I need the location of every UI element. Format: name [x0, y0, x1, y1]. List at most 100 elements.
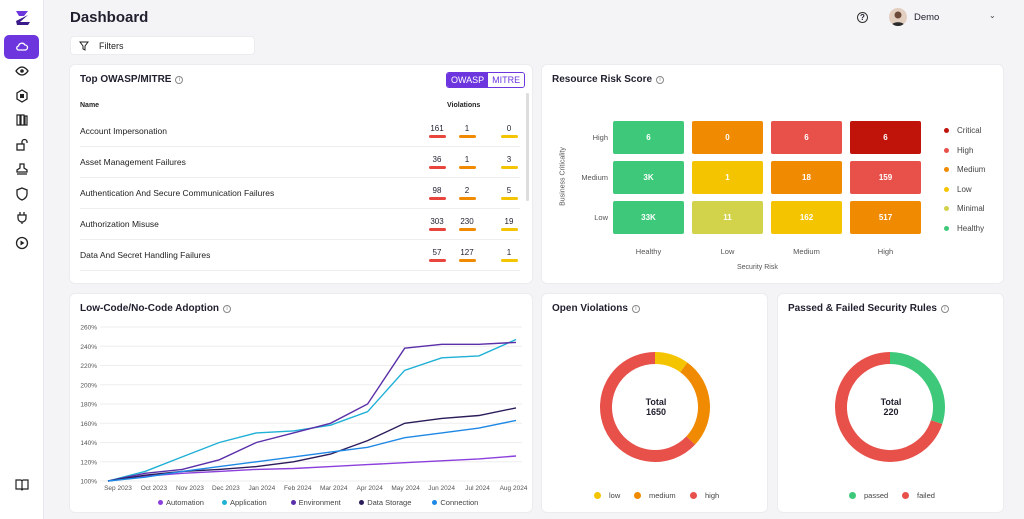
y-tick-label: 160%	[80, 421, 97, 428]
violation-name: Account Impersonation	[80, 126, 167, 136]
severity-bar	[500, 259, 518, 262]
col-violations-header: Violations	[447, 102, 481, 109]
adoption-chart: 100% 120% 140% 160% 180% 200% 220% 240% 260% Sep …	[80, 325, 527, 493]
heatmap-cell[interactable]: 6	[850, 121, 921, 154]
heatmap-cell[interactable]: 11	[692, 201, 763, 234]
sidebar-item-visibility[interactable]	[4, 59, 39, 83]
scrollbar[interactable]	[526, 93, 529, 201]
tab-mitre[interactable]: MITRE	[488, 73, 525, 87]
heatmap-cell[interactable]: 0	[692, 121, 763, 154]
table-row[interactable]: Asset Management Failures 36 1 3	[80, 147, 520, 178]
legend-dot	[290, 500, 296, 505]
tab-owasp[interactable]: OWASP	[447, 73, 489, 87]
ai-icon	[15, 89, 28, 103]
info-icon[interactable]: i	[223, 305, 232, 313]
heatmap-cell[interactable]: 3K	[613, 161, 684, 194]
heatmap-cell[interactable]: 18	[771, 161, 842, 194]
violations-card: Open Violations i Total 1650 low medium high	[541, 293, 768, 513]
info-icon[interactable]: i	[631, 305, 640, 313]
table-row[interactable]: Authentication And Secure Communication …	[80, 178, 520, 209]
help-icon[interactable]: ?	[857, 12, 868, 23]
severity-bar	[428, 228, 446, 231]
legend-item[interactable]: Healthy	[944, 224, 984, 233]
info-icon[interactable]: i	[175, 76, 184, 84]
severity-bar	[500, 228, 518, 231]
legend-item[interactable]: Low	[944, 185, 972, 194]
heatmap-cell[interactable]: 162	[771, 201, 842, 234]
heatmap-cell[interactable]: 6	[613, 121, 684, 154]
sidebar-item-compliance[interactable]	[4, 157, 39, 181]
severity-bar	[458, 135, 476, 138]
legend-item[interactable]: low	[594, 491, 620, 500]
violation-name: Authorization Misuse	[80, 219, 159, 229]
heatmap-cell[interactable]: 1	[692, 161, 763, 194]
avatar[interactable]	[889, 8, 907, 26]
heatmap-col-label: Healthy	[635, 247, 662, 256]
logo-icon[interactable]	[13, 9, 31, 27]
info-icon[interactable]: i	[656, 76, 665, 84]
legend-item[interactable]: Automation	[158, 498, 204, 507]
table-row[interactable]: Authorization Misuse 303 230 19	[80, 209, 520, 240]
legend-dot	[944, 128, 949, 133]
heatmap-row-label: High	[592, 133, 608, 142]
legend-item[interactable]: Minimal	[944, 204, 985, 213]
x-tick-label: Sep 2023	[104, 485, 132, 492]
table-row-partial	[80, 271, 520, 283]
heatmap-col-label: Low	[720, 247, 735, 256]
sidebar-item-playbooks[interactable]	[4, 231, 39, 255]
legend-item[interactable]: failed	[902, 491, 935, 500]
violation-count: 230	[457, 217, 477, 231]
sidebar-item-docs[interactable]	[4, 472, 39, 496]
y-tick-label: 240%	[80, 344, 97, 351]
sidebar-item-library[interactable]	[4, 108, 39, 132]
legend-item[interactable]: high	[690, 491, 719, 500]
legend-dot	[594, 492, 601, 499]
severity-bar	[458, 259, 476, 262]
donut-slice	[654, 352, 688, 373]
heatmap-cell[interactable]: 6	[771, 121, 842, 154]
x-tick-label: Nov 2023	[176, 485, 204, 492]
book-stack-icon	[15, 114, 28, 126]
y-tick-label: 220%	[80, 363, 97, 370]
violations-total: Total 1650	[645, 397, 667, 417]
rules-total: Total 220	[880, 397, 902, 417]
sidebar-item-ai[interactable]	[4, 84, 39, 108]
rules-donut	[835, 352, 945, 462]
sidebar-item-integrations[interactable]	[4, 206, 39, 230]
col-name-header: Name	[80, 102, 100, 109]
sidebar-item-access[interactable]	[4, 133, 39, 157]
legend-item[interactable]: medium	[634, 491, 676, 500]
violation-count: 2	[457, 186, 477, 200]
heatmap-cell[interactable]: 33K	[613, 201, 684, 234]
x-axis-title: Security Risk	[737, 264, 778, 271]
legend-dot	[944, 147, 949, 153]
legend-item[interactable]: Medium	[944, 165, 985, 174]
filters-button[interactable]: Filters	[70, 36, 255, 55]
legend-item[interactable]: Data Storage	[359, 498, 411, 507]
shield-icon	[15, 187, 28, 201]
legend-item[interactable]: Connection	[432, 498, 478, 507]
table-row[interactable]: Data And Secret Handling Failures 57 127 1	[80, 240, 520, 271]
heatmap-cell[interactable]: 517	[850, 201, 921, 234]
severity-bar	[428, 135, 446, 138]
owasp-title: Top OWASP/MITRE i	[80, 74, 184, 85]
info-icon[interactable]: i	[940, 305, 949, 313]
legend-item[interactable]: passed	[849, 491, 888, 500]
table-row[interactable]: Account Impersonation 161 1 0	[80, 116, 520, 147]
legend-item[interactable]: High	[944, 146, 973, 155]
heatmap-col-label: Medium	[793, 247, 820, 256]
sidebar-item-cloud[interactable]	[4, 35, 39, 59]
user-name[interactable]: Demo	[914, 12, 940, 23]
sidebar-item-security[interactable]	[4, 182, 39, 206]
framework-toggle[interactable]: OWASP MITRE	[446, 72, 526, 88]
legend-item[interactable]: Environment	[290, 498, 341, 507]
chevron-down-icon[interactable]: ⌄	[989, 11, 996, 20]
eye-icon	[14, 66, 29, 76]
violation-count: 0	[499, 124, 519, 138]
legend-item[interactable]: Critical	[944, 126, 981, 135]
heatmap-cell[interactable]: 159	[850, 161, 921, 194]
filter-icon	[79, 41, 89, 51]
legend-item[interactable]: Application	[222, 498, 267, 507]
legend-dot	[849, 492, 856, 499]
x-tick-label: Jan 2024	[248, 485, 275, 492]
